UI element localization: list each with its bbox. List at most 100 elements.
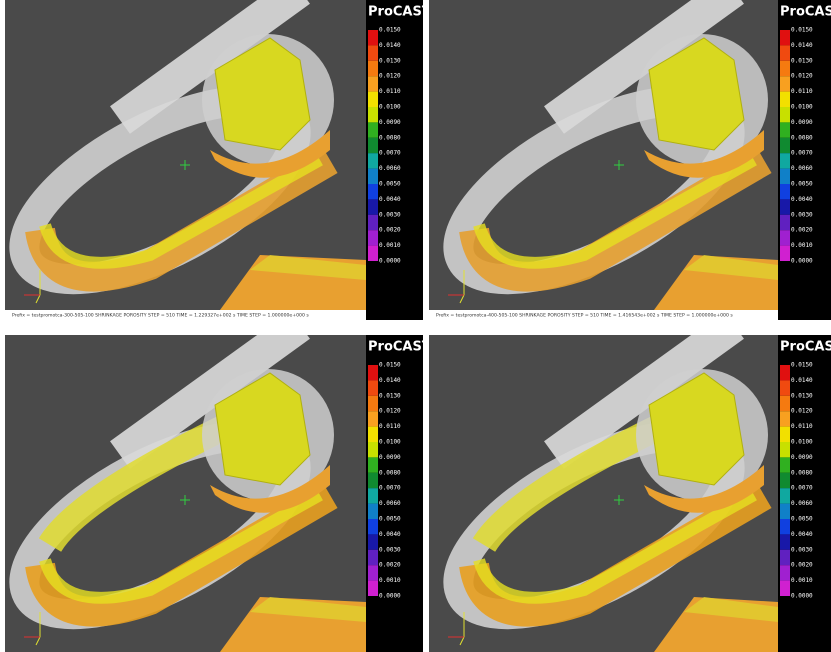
legend-label: 0.0000 [379, 593, 401, 600]
legend-label: 0.0040 [791, 196, 813, 203]
legend-swatch [780, 503, 790, 519]
porosity-region [214, 37, 311, 151]
legend-label: 0.0150 [379, 27, 401, 34]
legend-label: 0.0010 [379, 242, 401, 249]
legend-swatch [368, 122, 378, 138]
legend-label: 0.0000 [379, 258, 401, 265]
porosity-region [644, 130, 764, 178]
legend-label: 0.0040 [791, 531, 813, 538]
render-scene [9, 335, 366, 652]
center-cross [614, 495, 624, 505]
legend-swatch [780, 153, 790, 169]
legend-label: 0.0020 [791, 227, 813, 234]
legend-label: 0.0060 [791, 500, 813, 507]
simulation-panel: ProCAST 0.0150 0.0140 0.0130 0.0120 0.0110 0.0… [5, 335, 424, 652]
legend-swatch [780, 30, 790, 46]
legend-swatch [368, 107, 378, 123]
brand-title: ProCAST [780, 340, 831, 355]
legend-label: 0.0100 [379, 104, 401, 111]
legend-swatch [368, 426, 378, 442]
legend-swatch [780, 199, 790, 215]
legend-label: 0.0120 [379, 408, 401, 415]
pipe [544, 335, 744, 469]
legend-label: 0.0020 [379, 227, 401, 234]
legend-swatch [368, 472, 378, 489]
legend-label: 0.0140 [379, 377, 401, 384]
legend-label: 0.0000 [791, 593, 813, 600]
legend-swatch [368, 549, 378, 566]
legend-swatch [780, 565, 790, 581]
legend-label: 0.0150 [791, 362, 813, 369]
simulation-panel: ProCAST 0.0150 0.0140 0.0130 0.0120 0.0110 0.0… [429, 335, 831, 652]
legend-label: 0.0070 [379, 485, 401, 492]
mold-block [250, 255, 366, 280]
porosity-region [459, 482, 772, 627]
legend-label: 0.0110 [379, 88, 401, 95]
porosity-region [473, 489, 757, 604]
legend-label: 0.0120 [379, 73, 401, 80]
legend-swatch [368, 230, 378, 246]
legend-swatch [368, 442, 378, 458]
legend-swatch [368, 519, 378, 535]
legend-swatch [368, 380, 378, 396]
legend-label: 0.0080 [791, 134, 813, 141]
legend-swatch [780, 107, 790, 123]
center-cross [180, 160, 190, 170]
legend-label: 0.0030 [379, 211, 401, 218]
legend-label: 0.0050 [791, 516, 813, 523]
legend-label: 0.0050 [379, 516, 401, 523]
mold-block [250, 597, 366, 622]
legend-label: 0.0040 [379, 196, 401, 203]
legend-swatch [780, 76, 790, 92]
legend-label: 0.0100 [379, 439, 401, 446]
legend-label: 0.0030 [791, 211, 813, 218]
legend-label: 0.0030 [379, 546, 401, 553]
legend-label: 0.0110 [791, 88, 813, 95]
legend-swatch [780, 365, 790, 381]
legend-label: 0.0060 [791, 165, 813, 172]
brand-title: ProCAST [368, 5, 424, 20]
legend-label: 0.0090 [791, 454, 813, 461]
legend-swatch [780, 442, 790, 458]
legend-label: 0.0010 [791, 577, 813, 584]
legend-swatch [780, 534, 790, 550]
legend-swatch [780, 214, 790, 231]
legend-swatch [368, 30, 378, 46]
legend-label: 0.0010 [791, 242, 813, 249]
legend-label: 0.0140 [791, 42, 813, 49]
legend-swatch [780, 168, 790, 184]
mold-block [684, 255, 778, 280]
legend-swatch [780, 426, 790, 442]
legend-swatch [368, 45, 378, 61]
legend-label: 0.0110 [379, 423, 401, 430]
legend-label: 0.0000 [791, 258, 813, 265]
legend-label: 0.0010 [379, 577, 401, 584]
porosity-region [473, 154, 757, 269]
legend-label: 0.0120 [791, 73, 813, 80]
porosity-region [644, 465, 764, 513]
legend-swatch [368, 580, 378, 596]
simulation-panel: ProCAST 0.0150 0.0140 0.0130 0.0120 0.0110 0.0… [424, 0, 831, 320]
legend-swatch [368, 60, 378, 77]
legend-label: 0.0020 [379, 562, 401, 569]
brand-title: ProCAST [780, 5, 831, 20]
legend-label: 0.0080 [379, 469, 401, 476]
legend-swatch [368, 395, 378, 412]
legend-label: 0.0090 [379, 454, 401, 461]
legend-label: 0.0140 [379, 42, 401, 49]
legend-label: 0.0130 [379, 57, 401, 64]
legend-swatch [368, 411, 378, 427]
legend-swatch [780, 549, 790, 566]
porosity-region [39, 154, 323, 269]
legend-label: 0.0150 [379, 362, 401, 369]
legend-swatch [780, 230, 790, 246]
legend-swatch [780, 488, 790, 504]
legend-swatch [780, 184, 790, 200]
legend-swatch [780, 45, 790, 61]
legend-swatch [368, 565, 378, 581]
legend-label: 0.0130 [379, 392, 401, 399]
porosity-region [210, 465, 330, 513]
legend-label: 0.0120 [791, 408, 813, 415]
legend-label: 0.0150 [791, 27, 813, 34]
